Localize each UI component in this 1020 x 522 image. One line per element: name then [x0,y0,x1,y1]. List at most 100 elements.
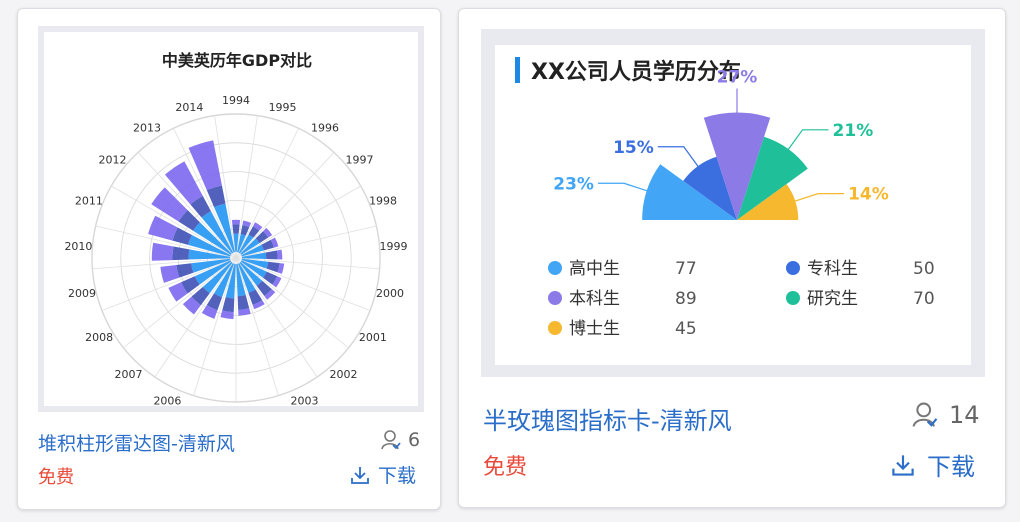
legend-swatch [548,291,562,305]
template-preview-frame[interactable]: 中美英历年GDP对比 1994 1995 1996 1997 1998 1999 2000 2… [38,26,424,421]
polar-bar-segment [240,225,250,236]
download-button[interactable]: 下载 [350,461,416,488]
polar-bar-segment [264,289,276,300]
polar-bar-segment [263,271,278,285]
chart-title: XX公司人员学历分布 [531,59,741,85]
percent-label: 23% [553,174,594,194]
legend-swatch [786,261,800,275]
polar-bar-segment [238,263,256,293]
polar-bar-segment [252,222,263,231]
legend-label: 本科生 [569,289,620,309]
category-label: 1998 [369,194,397,207]
grid-spoke [214,115,237,259]
legend-label: 高中生 [569,259,620,279]
template-preview: XX公司人员学历分布 23% 15% 27% 21% 14% 高中生 77 专科生 50 本科生 8… [495,45,971,365]
category-label: 2002 [329,368,357,381]
legend-swatch [786,291,800,305]
polar-bar-segment [172,227,192,245]
polar-bar-segment [164,161,203,205]
polar-bar-segment [172,246,190,261]
percent-label: 15% [613,138,654,158]
user-count: 14 [911,401,980,429]
template-preview-frame[interactable]: XX公司人员学历分布 23% 15% 27% 21% 14% 高中生 77 专科生 50 本科生 8… [481,29,985,377]
category-label: 2011 [75,194,103,207]
polar-bar-segment [270,237,279,248]
polar-bar-segment [256,280,272,297]
grid-spoke [235,257,318,378]
user-count-value: 6 [408,429,421,451]
polar-bar-segment [182,296,201,315]
polar-bar-segment [188,234,231,257]
grid-spoke [235,257,279,396]
grid-spoke [92,257,237,270]
polar-bar-segment [201,211,234,254]
percent-label: 27% [717,68,758,88]
rose-wedges [642,112,808,220]
polar-bar-segment [276,249,283,260]
legend-value: 70 [913,289,935,309]
polar-bar-segment [160,264,180,283]
grid-spoke [235,257,349,349]
polar-bar-segment [188,249,231,260]
callout-line [777,129,829,164]
callout-line [783,193,845,206]
category-label: 2009 [68,287,96,300]
polar-bar-segment [248,226,260,238]
polar-bar-segment [233,233,239,253]
grid-spoke [235,128,299,259]
polar-bar-segment [241,258,269,269]
polar-bar-segment [265,250,278,260]
category-label: 2006 [153,394,181,406]
legend-swatch [548,321,562,335]
download-label: 下载 [378,465,417,487]
category-label: 2001 [359,331,387,344]
template-card-radar[interactable]: 中美英历年GDP对比 1994 1995 1996 1997 1998 1999 2000 2… [17,8,441,510]
grid-spoke [235,257,380,270]
polar-bar-segment [241,244,264,257]
percent-label: 14% [848,185,889,205]
category-label: 2010 [64,240,92,253]
polar-bar-segment [237,294,250,310]
grid-spoke [111,185,237,259]
template-title[interactable]: 半玫瑰图指标卡-清新风 [483,407,732,435]
polar-bar-segment [231,219,241,225]
category-label: 2014 [175,101,203,114]
polar-bar-segment [266,261,280,273]
template-card-rose[interactable]: XX公司人员学历分布 23% 15% 27% 21% 14% 高中生 77 专科生 50 本科生 8… [458,8,1006,508]
grid-spoke [95,225,237,259]
template-title[interactable]: 堆积柱形雷达图-清新风 [38,433,235,455]
category-label: 1994 [222,94,250,107]
polar-bar-segment [232,224,240,234]
legend-label: 研究生 [807,289,858,309]
price-label: 免费 [483,455,528,480]
polar-bar-segment [151,187,188,222]
polar-bar-segment [202,261,233,294]
polar-bar-segment [263,227,273,238]
polar-bar-segment [222,297,235,313]
title-accent-bar [515,57,520,83]
grid-spoke [235,185,361,259]
polar-bar-segment [220,310,234,320]
grid-spoke [235,115,258,259]
price-label: 免费 [38,467,74,488]
category-label: 2013 [133,121,161,134]
polar-bar-segment [206,293,223,311]
polar-bar-segment [176,263,194,278]
legend: 高中生 77 专科生 50 本科生 89 研究生 70 博士生 45 [548,259,935,339]
polar-bar-segment [213,263,234,298]
category-label: 2007 [115,368,143,381]
grid-spoke [173,128,237,259]
grid-spoke [101,257,237,311]
category-label: 1997 [346,153,374,166]
polar-bar-segment [272,276,282,288]
category-label: 2008 [85,331,113,344]
rose-wedge [737,183,799,220]
category-label: 2000 [376,287,404,300]
user-icon [912,402,938,427]
polar-bar-segment [190,195,211,218]
grid-spoke [193,257,237,396]
download-label: 下载 [927,453,975,481]
download-button[interactable]: 下载 [891,447,975,482]
polar-bars [148,140,285,320]
legend-label: 专科生 [807,259,858,279]
